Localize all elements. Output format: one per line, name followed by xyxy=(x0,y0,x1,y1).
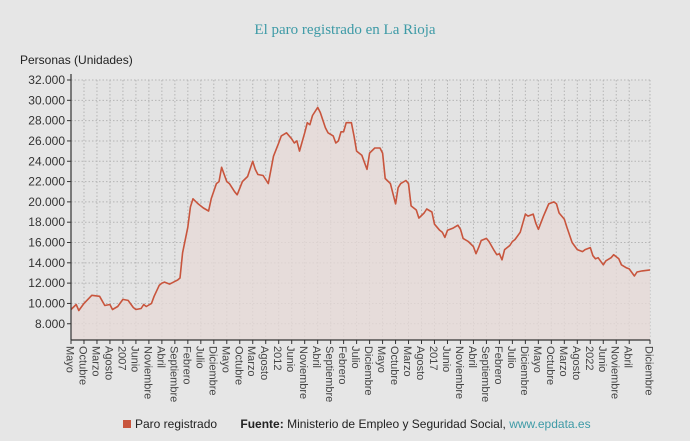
x-tick-label: 2012 xyxy=(271,346,283,370)
x-tick-label: Mayo xyxy=(531,346,543,373)
x-tick-label: Febrero xyxy=(180,346,192,385)
x-tick-label: Abril xyxy=(310,346,322,368)
x-tick-label: Octubre xyxy=(388,346,400,385)
y-tick-label: 22.000 xyxy=(28,175,65,189)
x-tick-label: 2022 xyxy=(583,346,595,370)
y-tick-label: 20.000 xyxy=(28,195,65,209)
y-axis-label: Personas (Unidades) xyxy=(20,53,133,67)
x-tick-label: Julio xyxy=(505,346,517,369)
x-tick-label: Octubre xyxy=(76,346,88,385)
x-tick-label: Mayo xyxy=(64,346,76,373)
y-tick-label: 12.000 xyxy=(28,276,65,290)
x-tick-label: Julio xyxy=(193,346,205,369)
x-tick-label: Noviembre xyxy=(609,346,621,399)
x-tick-label: Noviembre xyxy=(453,346,465,399)
series-area xyxy=(71,107,650,341)
x-tick-label: Agosto xyxy=(570,346,582,380)
x-tick-label: Agosto xyxy=(414,346,426,380)
y-tick-label: 30.000 xyxy=(28,93,65,107)
x-tick-label: Septiembre xyxy=(167,346,179,402)
x-tick-label: 2007 xyxy=(115,346,127,370)
x-tick-label: Marzo xyxy=(245,346,257,377)
y-tick-label: 32.000 xyxy=(28,73,65,87)
series-line xyxy=(70,106,651,312)
x-tick-label: Junio xyxy=(284,346,296,372)
y-tick-label: 14.000 xyxy=(28,256,65,270)
x-tick-label: Septiembre xyxy=(323,346,335,402)
chart-title: El paro registrado en La Rioja xyxy=(254,22,436,38)
x-tick-label: Febrero xyxy=(336,346,348,385)
legend-swatch xyxy=(123,420,131,428)
y-tick-label: 8.000 xyxy=(35,317,65,331)
x-tick-label: Octubre xyxy=(232,346,244,385)
x-tick-label: Abril xyxy=(466,346,478,368)
x-tick-label: Diciembre xyxy=(206,346,218,396)
y-tick-label: 24.000 xyxy=(28,154,65,168)
x-tick-label: Julio xyxy=(349,346,361,369)
x-tick-label: Abril xyxy=(154,346,166,368)
source-label: Fuente: xyxy=(240,417,284,431)
x-tick-label: Octubre xyxy=(544,346,556,385)
legend-label: Paro registrado xyxy=(135,417,218,431)
x-tick-label: Mayo xyxy=(375,346,387,373)
source-text: Ministerio de Empleo y Seguridad Social, xyxy=(287,417,506,431)
x-tick-label: Diciembre xyxy=(518,346,530,396)
x-tick-label: Diciembre xyxy=(643,346,655,396)
x-tick-label: Marzo xyxy=(401,346,413,377)
y-tick-label: 28.000 xyxy=(28,114,65,128)
x-tick-label: Noviembre xyxy=(297,346,309,399)
y-tick-label: 18.000 xyxy=(28,215,65,229)
x-tick-label: Noviembre xyxy=(141,346,153,399)
y-tick-label: 16.000 xyxy=(28,236,65,250)
source-link[interactable]: www.epdata.es xyxy=(509,417,591,431)
x-tick-label: Septiembre xyxy=(479,346,491,402)
x-tick-label: Junio xyxy=(440,346,452,372)
x-tick-label: Marzo xyxy=(89,346,101,377)
x-tick-label: Agosto xyxy=(258,346,270,380)
y-tick-label: 26.000 xyxy=(28,134,65,148)
y-tick-label: 10.000 xyxy=(28,296,65,310)
x-tick-label: Marzo xyxy=(557,346,569,377)
x-tick-label: 2017 xyxy=(427,346,439,370)
x-tick-label: Diciembre xyxy=(362,346,374,396)
x-tick-label: Abril xyxy=(622,346,634,368)
x-tick-label: Febrero xyxy=(492,346,504,385)
x-tick-label: Agosto xyxy=(102,346,114,380)
legend: Paro registrado Fuente: Ministerio de Em… xyxy=(123,417,591,431)
x-tick-label: Junio xyxy=(596,346,608,372)
x-tick-label: Mayo xyxy=(219,346,231,373)
x-tick-label: Junio xyxy=(128,346,140,372)
